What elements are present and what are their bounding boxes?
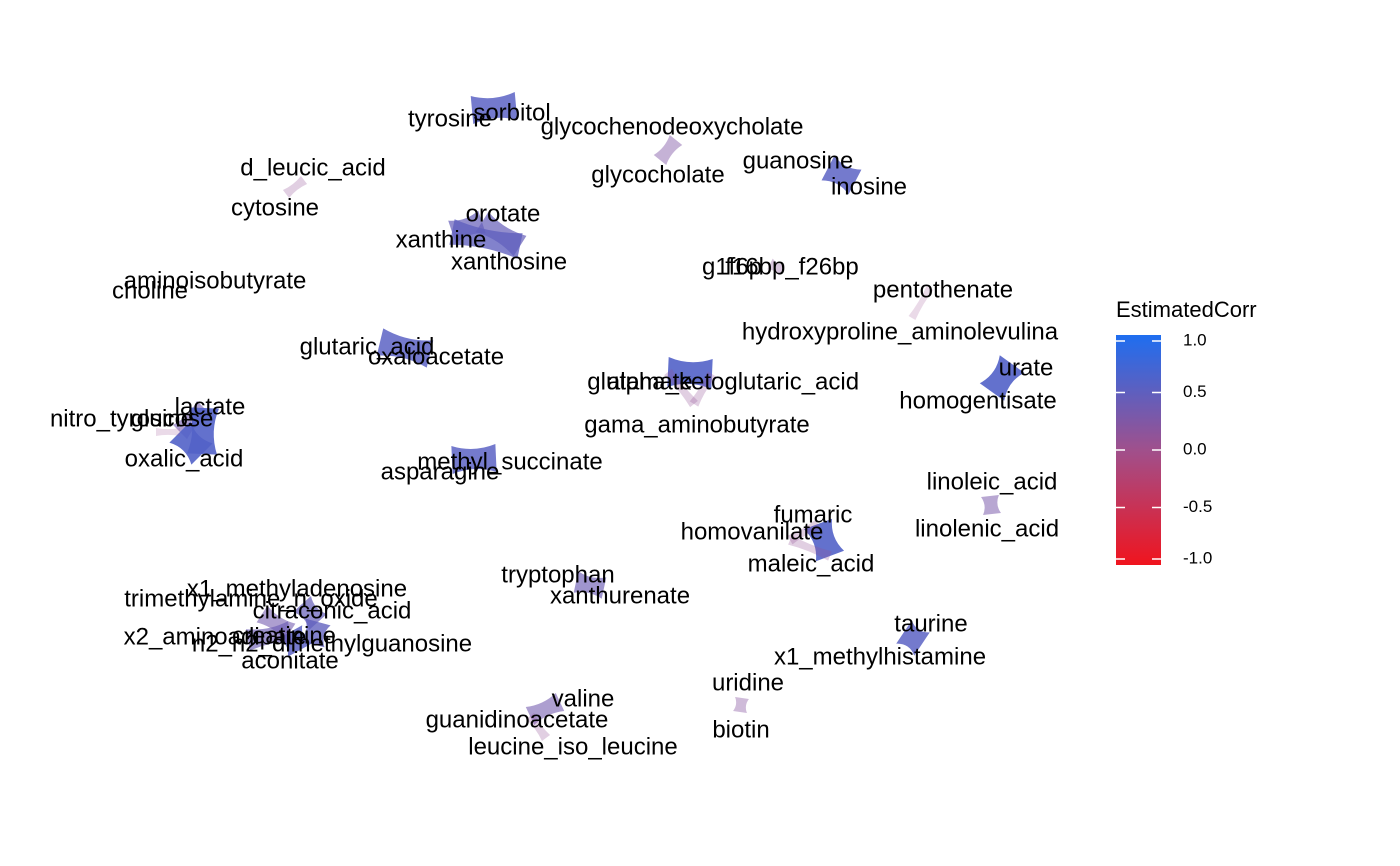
edge-guanidinoacetate-leucine_iso_leucine [525,713,551,741]
edge-pentothenate-hydroxyproline_aminolevulina [908,285,934,321]
node-label-x2_aminoadipate: x2_aminoadipate [124,623,307,650]
edge-tyrosine-sorbitol [470,92,518,124]
node-label-cytosine: cytosine [231,194,319,221]
legend-tick-label: 0.5 [1183,382,1207,401]
edge-glutamate-gama_aminobutyrate [664,368,698,408]
edge-urate-homogentisate [979,355,1025,401]
node-label-citraconic_acid: citraconic_acid [253,597,412,624]
node-label-choline: choline [112,277,188,304]
node-label-taurine: taurine [894,610,967,637]
edge-g1f6p-f16bp_f26bp [767,258,785,276]
legend-tick-label: 1.0 [1183,330,1207,349]
edge-d_leucic_acid-cytosine [282,176,308,198]
node-label-glycochenodeoxycholate: glycochenodeoxycholate [541,113,804,140]
node-label-glutamate: glutamate [587,368,692,395]
node-label-asparagine: asparagine [381,458,500,485]
node-label-xanthosine: xanthosine [451,248,567,275]
node-label-x1_methylhistamine: x1_methylhistamine [774,643,986,670]
edges-layer [156,92,1025,741]
node-label-oxaloacetate: oxaloacetate [368,343,504,370]
edge-glycochenodeoxycholate-glycocholate [653,135,683,165]
node-label-glucose: glucose [131,405,214,432]
edge-linoleic_acid-linolenic_acid [981,495,1001,515]
edge-citraconic_acid-n2_n2_dimethylguanosine [299,618,331,648]
node-label-x1_methyladenosine: x1_methyladenosine [187,575,407,602]
node-label-xanthine: xanthine [396,226,487,253]
edge-alpha_ketoglutaric_acid-gama_aminobutyrate [689,371,717,407]
node-label-g1f6p: g1f6p [702,253,762,280]
node-label-guanidinoacetate: guanidinoacetate [426,706,609,733]
edge-taurine-x1_methylhistamine [896,620,930,656]
node-label-nitro_tyrosine: nitro_tyrosine [50,405,194,432]
node-label-aminoisobutyrate: aminoisobutyrate [124,267,307,294]
node-label-pentothenate: pentothenate [873,276,1013,303]
edge-creatinine-aconitate [277,625,313,657]
edge-nitro_tyrosine-glucose [156,428,180,436]
node-label-methyl_succinate: methyl_succinate [417,448,602,475]
edge-homovanilate-maleic_acid [788,535,832,561]
node-label-guanosine: guanosine [743,147,854,174]
node-label-linolenic_acid: linolenic_acid [915,515,1059,542]
node-label-orotate: orotate [466,200,541,227]
node-label-hydroxyproline_aminolevulina: hydroxyproline_aminolevulina [742,318,1059,345]
node-label-lactate: lactate [175,393,246,420]
node-label-homovanilate: homovanilate [681,518,824,545]
node-label-urate: urate [999,354,1054,381]
edge-methyl_succinate-asparagine [451,444,497,474]
legend-tick-label: 0.0 [1183,439,1207,458]
node-label-tyrosine: tyrosine [408,105,492,132]
node-label-alpha_ketoglutaric_acid: alpha_ketoglutaric_acid [607,368,859,395]
node-label-glycocholate: glycocholate [591,161,724,188]
node-label-d_leucic_acid: d_leucic_acid [240,154,385,181]
edge-tryptophan-xanthurenate [573,571,607,599]
node-label-biotin: biotin [712,716,769,743]
node-label-glutaric_acid: glutaric_acid [300,333,435,360]
node-label-valine: valine [552,685,615,712]
node-label-leucine_iso_leucine: leucine_iso_leucine [468,733,677,760]
edge-alpha_ketoglutaric_acid-glutamate [667,357,713,389]
edge-glutaric_acid-oxaloacetate [376,328,434,368]
node-label-uridine: uridine [712,669,784,696]
legend-title: EstimatedCorr [1116,297,1257,322]
node-label-maleic_acid: maleic_acid [748,550,875,577]
node-label-gama_aminobutyrate: gama_aminobutyrate [584,411,809,438]
edge-glucose-oxalic_acid [169,421,213,465]
node-label-inosine: inosine [831,173,907,200]
edge-x1_methyladenosine-citraconic_acid [293,596,327,630]
node-label-n2_n2_dimethylguanosine: n2_n2_dimethylguanosine [192,630,472,657]
edge-uridine-biotin [733,697,749,713]
legend-tick-label: -0.5 [1183,497,1212,516]
edge-x2_aminoadipate-creatinine [245,621,293,651]
node-label-aconitate: aconitate [241,647,338,674]
node-label-tryptophan: tryptophan [501,561,614,588]
node-label-trimethylamine_n_oxide: trimethylamine_n_oxide [124,585,377,612]
node-label-homogentisate: homogentisate [899,387,1056,414]
node-label-xanthurenate: xanthurenate [550,582,690,609]
legend-tick-label: -1.0 [1183,548,1212,567]
node-label-sorbitol: sorbitol [473,99,550,126]
node-label-oxalic_acid: oxalic_acid [125,445,244,472]
edge-valine-guanidinoacetate [525,692,565,726]
legend-ticks: 1.0 0.5 0.0 -0.5 -1.0 [1116,330,1212,567]
node-label-fumaric: fumaric [774,501,853,528]
edge-fumaric-homovanilate [787,519,821,545]
edge-guanosine-inosine [821,155,862,195]
edge-xanthine-xanthosine [449,219,523,259]
node-label-f16bp_f26bp: f16bp_f26bp [725,253,858,280]
edge-fumaric-maleic_acid [803,518,845,562]
node-label-creatinine: creatinine [232,622,336,649]
node-label-linoleic_acid: linoleic_acid [927,468,1058,495]
legend: EstimatedCorr 1.0 0.5 0.0 -0.5 -1.0 [1116,297,1257,567]
